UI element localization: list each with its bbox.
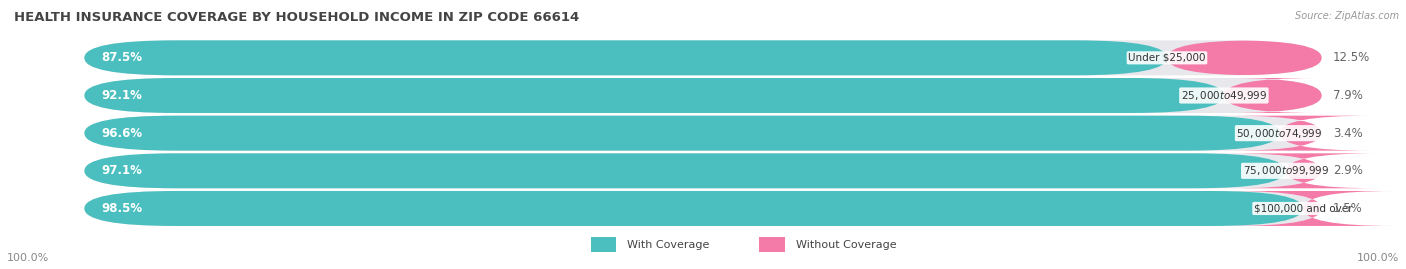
FancyBboxPatch shape bbox=[84, 116, 1322, 151]
FancyBboxPatch shape bbox=[84, 40, 1322, 75]
FancyBboxPatch shape bbox=[1223, 78, 1322, 113]
FancyBboxPatch shape bbox=[1167, 40, 1322, 75]
Text: $25,000 to $49,999: $25,000 to $49,999 bbox=[1181, 89, 1267, 102]
Text: 3.4%: 3.4% bbox=[1333, 127, 1362, 140]
FancyBboxPatch shape bbox=[84, 191, 1322, 226]
Text: 96.6%: 96.6% bbox=[101, 127, 142, 140]
FancyBboxPatch shape bbox=[1230, 116, 1371, 151]
FancyBboxPatch shape bbox=[84, 191, 1303, 226]
Text: Under $25,000: Under $25,000 bbox=[1128, 53, 1206, 63]
FancyBboxPatch shape bbox=[84, 153, 1285, 188]
Text: 92.1%: 92.1% bbox=[101, 89, 142, 102]
Text: 98.5%: 98.5% bbox=[101, 202, 142, 215]
Text: $75,000 to $99,999: $75,000 to $99,999 bbox=[1243, 164, 1329, 177]
Text: Source: ZipAtlas.com: Source: ZipAtlas.com bbox=[1295, 11, 1399, 21]
FancyBboxPatch shape bbox=[84, 78, 1223, 113]
FancyBboxPatch shape bbox=[1230, 153, 1376, 188]
Text: 7.9%: 7.9% bbox=[1333, 89, 1362, 102]
Text: 1.5%: 1.5% bbox=[1333, 202, 1362, 215]
Text: $50,000 to $74,999: $50,000 to $74,999 bbox=[1236, 127, 1323, 140]
FancyBboxPatch shape bbox=[84, 78, 1322, 113]
Text: 100.0%: 100.0% bbox=[7, 253, 49, 263]
FancyBboxPatch shape bbox=[591, 238, 616, 252]
Text: 97.1%: 97.1% bbox=[101, 164, 142, 177]
FancyBboxPatch shape bbox=[759, 238, 785, 252]
FancyBboxPatch shape bbox=[84, 116, 1279, 151]
Text: 100.0%: 100.0% bbox=[1357, 253, 1399, 263]
Text: $100,000 and over: $100,000 and over bbox=[1254, 203, 1353, 214]
Text: Without Coverage: Without Coverage bbox=[796, 240, 897, 250]
FancyBboxPatch shape bbox=[1230, 191, 1395, 226]
Text: With Coverage: With Coverage bbox=[627, 240, 710, 250]
Text: 87.5%: 87.5% bbox=[101, 51, 142, 64]
Text: 12.5%: 12.5% bbox=[1333, 51, 1369, 64]
Text: HEALTH INSURANCE COVERAGE BY HOUSEHOLD INCOME IN ZIP CODE 66614: HEALTH INSURANCE COVERAGE BY HOUSEHOLD I… bbox=[14, 11, 579, 24]
FancyBboxPatch shape bbox=[84, 153, 1322, 188]
Text: 2.9%: 2.9% bbox=[1333, 164, 1362, 177]
FancyBboxPatch shape bbox=[84, 40, 1167, 75]
